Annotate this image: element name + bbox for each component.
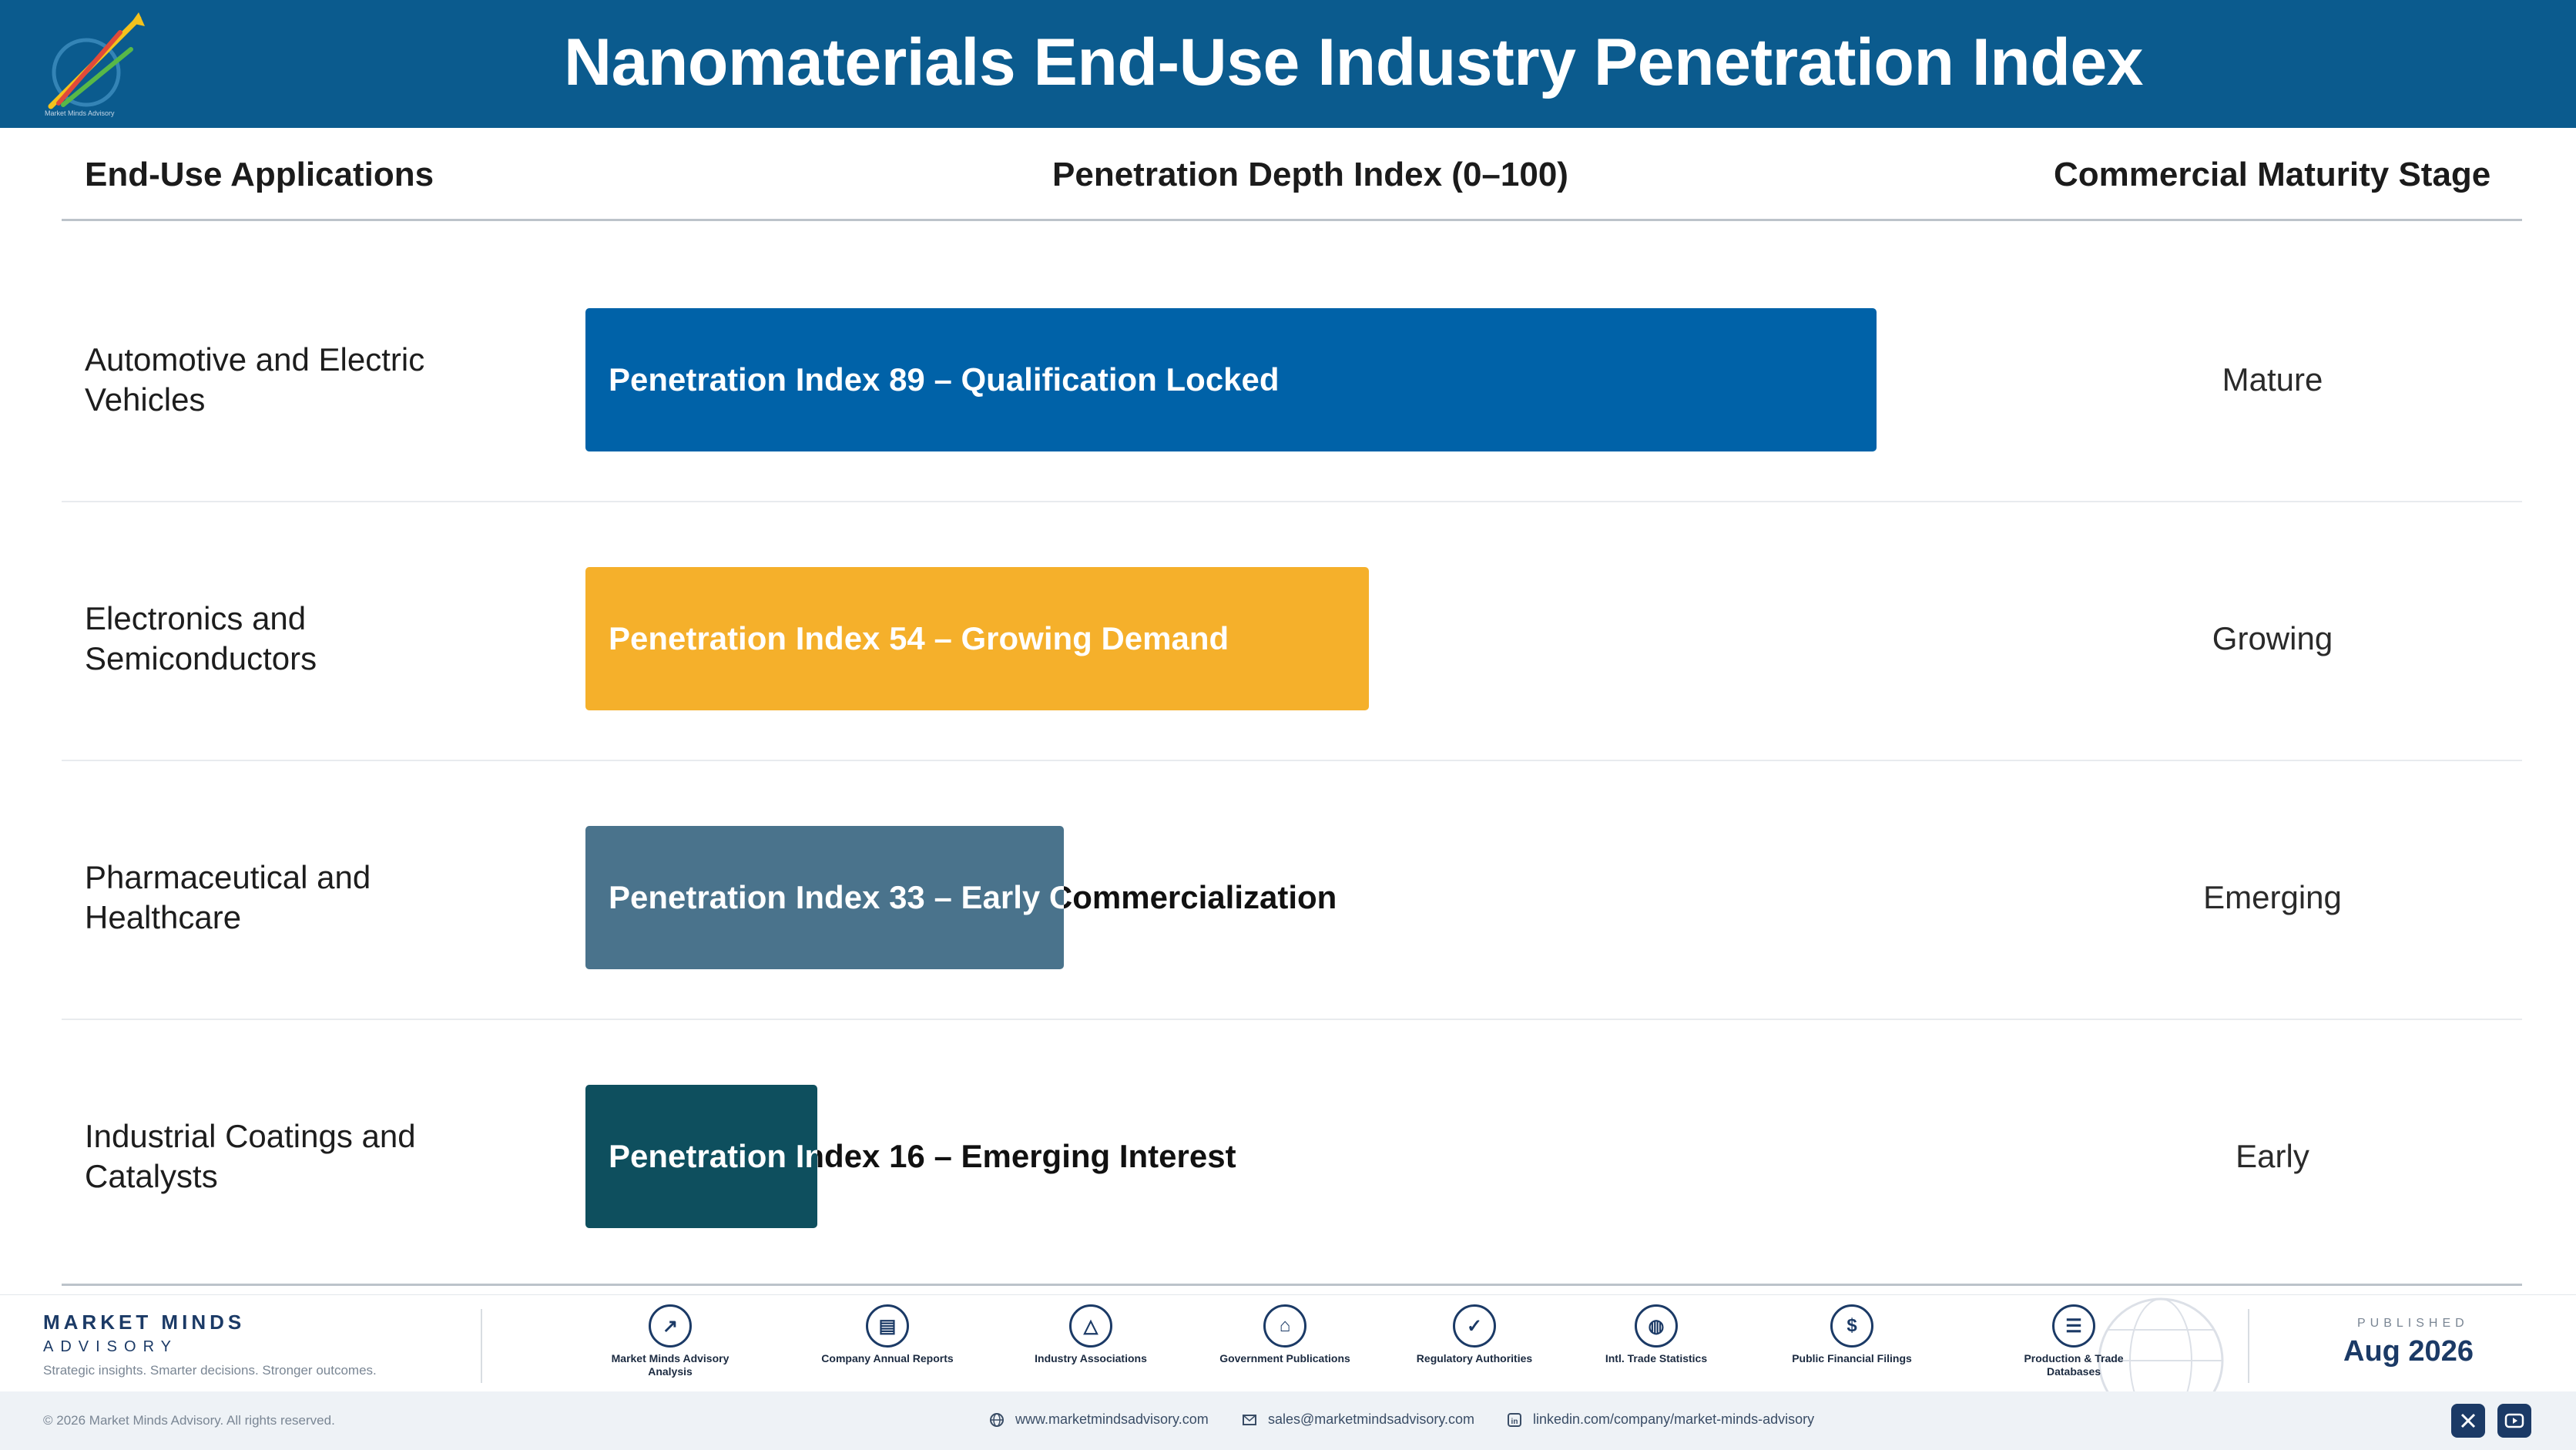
data-source-item: ✓ Regulatory Authorities <box>1397 1304 1551 1365</box>
data-source-item: ▤ Company Annual Reports <box>810 1304 964 1365</box>
data-source-label: Market Minds Advisory Analysis <box>611 1352 730 1378</box>
logo-text: Market Minds Advisory <box>45 109 115 117</box>
website-link[interactable]: www.marketmindsadvisory.com <box>989 1411 1209 1428</box>
svg-text:in: in <box>1511 1418 1518 1426</box>
column-header-index: Penetration Depth Index (0–100) <box>1052 156 1568 193</box>
row-divider <box>62 501 2522 502</box>
footer-divider-right <box>2248 1309 2249 1383</box>
data-source-item: ◍ Intl. Trade Statistics <box>1579 1304 1733 1365</box>
maturity-stage-label: Growing <box>2212 620 2333 656</box>
bar-value-label: Penetration Index 33 – Early Commerciali… <box>609 879 1337 915</box>
trend-chart-icon: ↗ <box>649 1304 692 1348</box>
penetration-bar <box>585 826 1064 969</box>
application-label: Pharmaceutical and Healthcare <box>85 859 371 935</box>
column-header-applications: End-Use Applications <box>85 156 434 193</box>
bar-value-label: Penetration Index 54 – Growing Demand <box>609 620 1229 656</box>
header-banner: Market Minds Advisory Nanomaterials End-… <box>0 0 2576 128</box>
linkedin-link[interactable]: in linkedin.com/company/market-minds-adv… <box>1507 1411 1814 1428</box>
data-source-item: △ Industry Associations <box>1014 1304 1168 1365</box>
email-link[interactable]: sales@marketmindsadvisory.com <box>1242 1411 1474 1428</box>
published-label: PUBLISHED <box>2357 1317 2469 1330</box>
data-source-item: $ Public Financial Filings <box>1775 1304 1929 1365</box>
data-source-item: ⌂ Government Publications <box>1208 1304 1362 1365</box>
brand-subtitle: ADVISORY <box>43 1338 178 1355</box>
chart-bottom-divider <box>62 1284 2522 1286</box>
data-source-item: ☰ Production & Trade Databases <box>1997 1304 2151 1378</box>
column-header-stage: Commercial Maturity Stage <box>2054 156 2491 193</box>
copyright-text: © 2026 Market Minds Advisory. All rights… <box>43 1413 335 1428</box>
youtube-icon <box>2504 1413 2524 1428</box>
maturity-stage-label: Mature <box>2222 361 2323 398</box>
x-social-button[interactable] <box>2451 1404 2485 1438</box>
x-logo-icon <box>2460 1413 2476 1428</box>
data-source-label: Regulatory Authorities <box>1416 1352 1533 1364</box>
website-text: www.marketmindsadvisory.com <box>1015 1411 1209 1427</box>
brand-tagline: Strategic insights. Smarter decisions. S… <box>43 1363 377 1378</box>
application-label: Electronics and Semiconductors <box>85 600 317 676</box>
data-source-label: Industry Associations <box>1035 1352 1147 1364</box>
linkedin-icon: in <box>1508 1412 1521 1427</box>
network-icon: △ <box>1069 1304 1112 1348</box>
penetration-bar <box>585 1085 817 1228</box>
shield-check-icon: ✓ <box>1453 1304 1496 1348</box>
data-source-label: Company Annual Reports <box>821 1352 954 1364</box>
linkedin-text: linkedin.com/company/market-minds-adviso… <box>1533 1411 1815 1427</box>
mail-icon <box>1243 1414 1256 1425</box>
application-label: Industrial Coatings and Catalysts <box>85 1118 416 1194</box>
globe-icon: ◍ <box>1635 1304 1678 1348</box>
penetration-bar <box>585 567 1369 710</box>
published-date: Aug 2026 <box>2343 1335 2474 1368</box>
data-source-item: ↗ Market Minds Advisory Analysis <box>593 1304 747 1378</box>
data-source-label: Public Financial Filings <box>1792 1352 1912 1364</box>
data-source-label: Production & Trade Databases <box>2024 1352 2124 1378</box>
company-logo-icon <box>48 12 145 109</box>
maturity-stage-label: Emerging <box>2203 879 2342 915</box>
penetration-bar <box>585 308 1877 451</box>
header-divider <box>62 219 2522 221</box>
data-source-label: Government Publications <box>1219 1352 1350 1364</box>
footer-divider-left <box>481 1309 482 1383</box>
government-building-icon: ⌂ <box>1263 1304 1306 1348</box>
bar-value-label: Penetration Index 16 – Emerging Interest <box>609 1138 1236 1174</box>
email-text: sales@marketmindsadvisory.com <box>1268 1411 1475 1427</box>
database-icon: ☰ <box>2052 1304 2095 1348</box>
page-title: Nanomaterials End-Use Industry Penetrati… <box>563 25 2144 99</box>
dollar-coin-icon: $ <box>1830 1304 1873 1348</box>
maturity-stage-label: Early <box>2236 1138 2309 1174</box>
globe-watermark-icon <box>2098 1297 2224 1395</box>
application-label: Automotive and Electric Vehicles <box>85 341 425 418</box>
footer-bottom-bar: © 2026 Market Minds Advisory. All rights… <box>0 1391 2576 1450</box>
document-icon: ▤ <box>866 1304 909 1348</box>
bar-value-label: Penetration Index 89 – Qualification Loc… <box>609 361 1280 398</box>
youtube-social-button[interactable] <box>2497 1404 2531 1438</box>
row-divider <box>62 760 2522 761</box>
brand-name: MARKET MINDS <box>43 1311 246 1334</box>
data-source-label: Intl. Trade Statistics <box>1605 1352 1708 1364</box>
row-divider <box>62 1019 2522 1020</box>
globe-icon <box>990 1412 1004 1427</box>
